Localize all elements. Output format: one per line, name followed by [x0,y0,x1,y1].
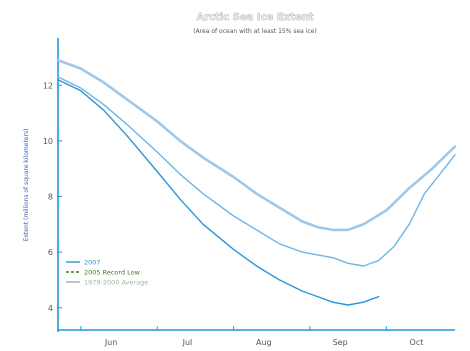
y-axis-label: Extent (millions of square kilometers) [23,129,30,242]
series-line-0 [56,58,457,232]
x-ticks: Jun Jul Aug Sep Oct [80,326,424,347]
series-line-2 [57,79,380,306]
series-layer [56,58,457,306]
x-tick-label: Oct [410,338,424,347]
legend-label: 2005 Record Low [84,269,141,277]
legend: 2007 2005 Record Low 1979-2000 Average [66,259,148,287]
y-ticks: 4 6 8 10 12 [43,81,62,313]
y-tick-label: 8 [48,193,53,202]
legend-label: 2007 [84,259,101,267]
y-tick-label: 6 [48,248,53,257]
chart-title: Arctic Sea Ice Extent [196,12,313,23]
axes [57,38,455,332]
x-tick-label: Sep [333,338,348,347]
y-tick-label: 12 [43,81,53,90]
chart-subtitle: (Area of ocean with at least 15% sea ice… [193,28,316,35]
legend-label: 1979-2000 Average [84,279,148,287]
y-tick-label: 4 [48,304,53,313]
y-tick-label: 10 [43,137,53,146]
x-tick-label: Jul [182,338,193,347]
x-tick-label: Jun [104,338,118,347]
series-line-1 [57,76,456,267]
x-tick-label: Aug [256,338,272,347]
